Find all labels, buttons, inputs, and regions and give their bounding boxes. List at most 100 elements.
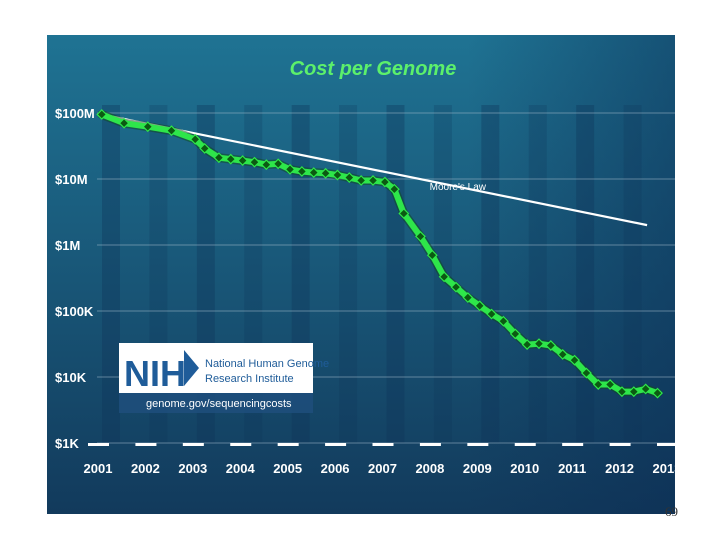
background-stripe [528,105,547,443]
x-tick-label: 2013 [653,461,675,476]
x-tick-bar [657,443,675,446]
x-axis-tick-bars [88,443,675,446]
data-point [166,125,177,137]
data-point [249,156,260,168]
data-point [96,109,108,120]
data-point [652,387,663,399]
x-tick-bar [562,443,584,446]
x-tick-label: 2010 [510,461,539,476]
y-tick-label: $10M [55,172,88,187]
background-stripe [481,105,500,443]
data-point [379,176,391,188]
data-point [320,167,332,179]
data-point [450,281,462,293]
data-point [438,271,450,283]
x-tick-label: 2006 [321,461,350,476]
data-point [296,166,308,177]
data-point [426,249,438,261]
x-tick-label: 2007 [368,461,397,476]
data-point [462,292,474,303]
moores-law-label: Moore's Law [430,182,487,193]
data-point [308,167,320,179]
y-tick-label: $10K [55,370,87,385]
data-point [225,153,237,165]
x-tick-label: 2005 [273,461,302,476]
x-tick-label: 2001 [84,461,113,476]
data-point [118,117,130,129]
x-tick-bar [277,443,299,446]
data-point [367,175,379,186]
data-point [569,354,580,366]
data-point [142,121,154,133]
data-point [628,386,640,398]
data-point [199,143,211,154]
x-tick-bar [372,443,394,446]
data-point [189,133,201,145]
data-point [272,158,284,170]
chart-panel: Cost per Genome $100M $10M $1M $100K $10K $1K… [47,35,675,514]
background-stripe [576,105,595,443]
data-point [521,339,533,351]
annotations: Moore's Law [430,182,487,193]
data-point [355,175,367,186]
page-number: 69 [665,504,678,519]
x-axis-labels: 2001 2002 2003 2004 2005 2006 2007 2008 2009 2010… [84,461,675,476]
data-point [213,152,225,164]
x-tick-label: 2011 [558,461,586,476]
x-tick-bar [325,443,347,446]
data-point [592,379,604,390]
nih-logo-name-line1: National Human Genome [205,358,329,370]
data-point [616,386,628,398]
nih-logo-url-bar [119,393,313,413]
nih-logo-name-line2: Research Institute [205,373,294,385]
chart-background-shade [467,35,675,514]
data-point [604,379,616,390]
background-stripe [102,105,120,443]
data-point [398,208,410,219]
x-tick-bar [182,443,204,446]
x-tick-bar [419,443,441,446]
background-stripe [623,105,642,443]
data-point [497,315,509,327]
cost-per-genome-chart: Cost per Genome $100M $10M $1M $100K $10K $1K… [47,35,675,514]
data-point [545,340,557,351]
data-point [580,367,592,379]
background-stripe [339,105,358,443]
data-point [260,159,272,171]
data-point [509,328,521,340]
x-tick-label: 2003 [178,461,207,476]
x-tick-bar [609,443,631,446]
nih-logo: NIH National Human Genome Research Insti… [119,343,329,413]
x-tick-bar [514,443,536,446]
nih-logo-arrow [184,350,199,386]
data-point [474,300,486,312]
data-point [414,230,426,242]
data-point [343,172,355,184]
y-tick-label: $1K [55,436,79,451]
y-tick-label: $1M [55,238,80,253]
background-stripe [386,105,405,443]
data-point [237,155,249,167]
data-point [486,308,498,320]
x-tick-bar [230,443,252,446]
nih-logo-abbr: NIH [124,353,186,394]
moores-law-series [101,113,648,227]
x-tick-label: 2008 [415,461,444,476]
x-tick-bar [467,443,489,446]
y-axis-labels: $100M $10M $1M $100K $10K $1K [55,106,95,451]
nih-logo-box [119,343,313,393]
x-tick-bar [135,443,157,446]
data-point [284,163,296,175]
nih-logo-url: genome.gov/sequencingcosts [146,398,292,410]
data-point [533,338,545,350]
y-tick-label: $100K [55,304,94,319]
data-point [557,348,569,360]
chart-title: Cost per Genome [290,58,457,80]
x-tick-label: 2002 [131,461,160,476]
x-tick-label: 2009 [463,461,492,476]
moores-law-line [101,113,648,227]
x-tick-bar [88,443,109,446]
data-point [640,383,652,395]
data-point [332,169,343,181]
data-point [388,183,400,195]
